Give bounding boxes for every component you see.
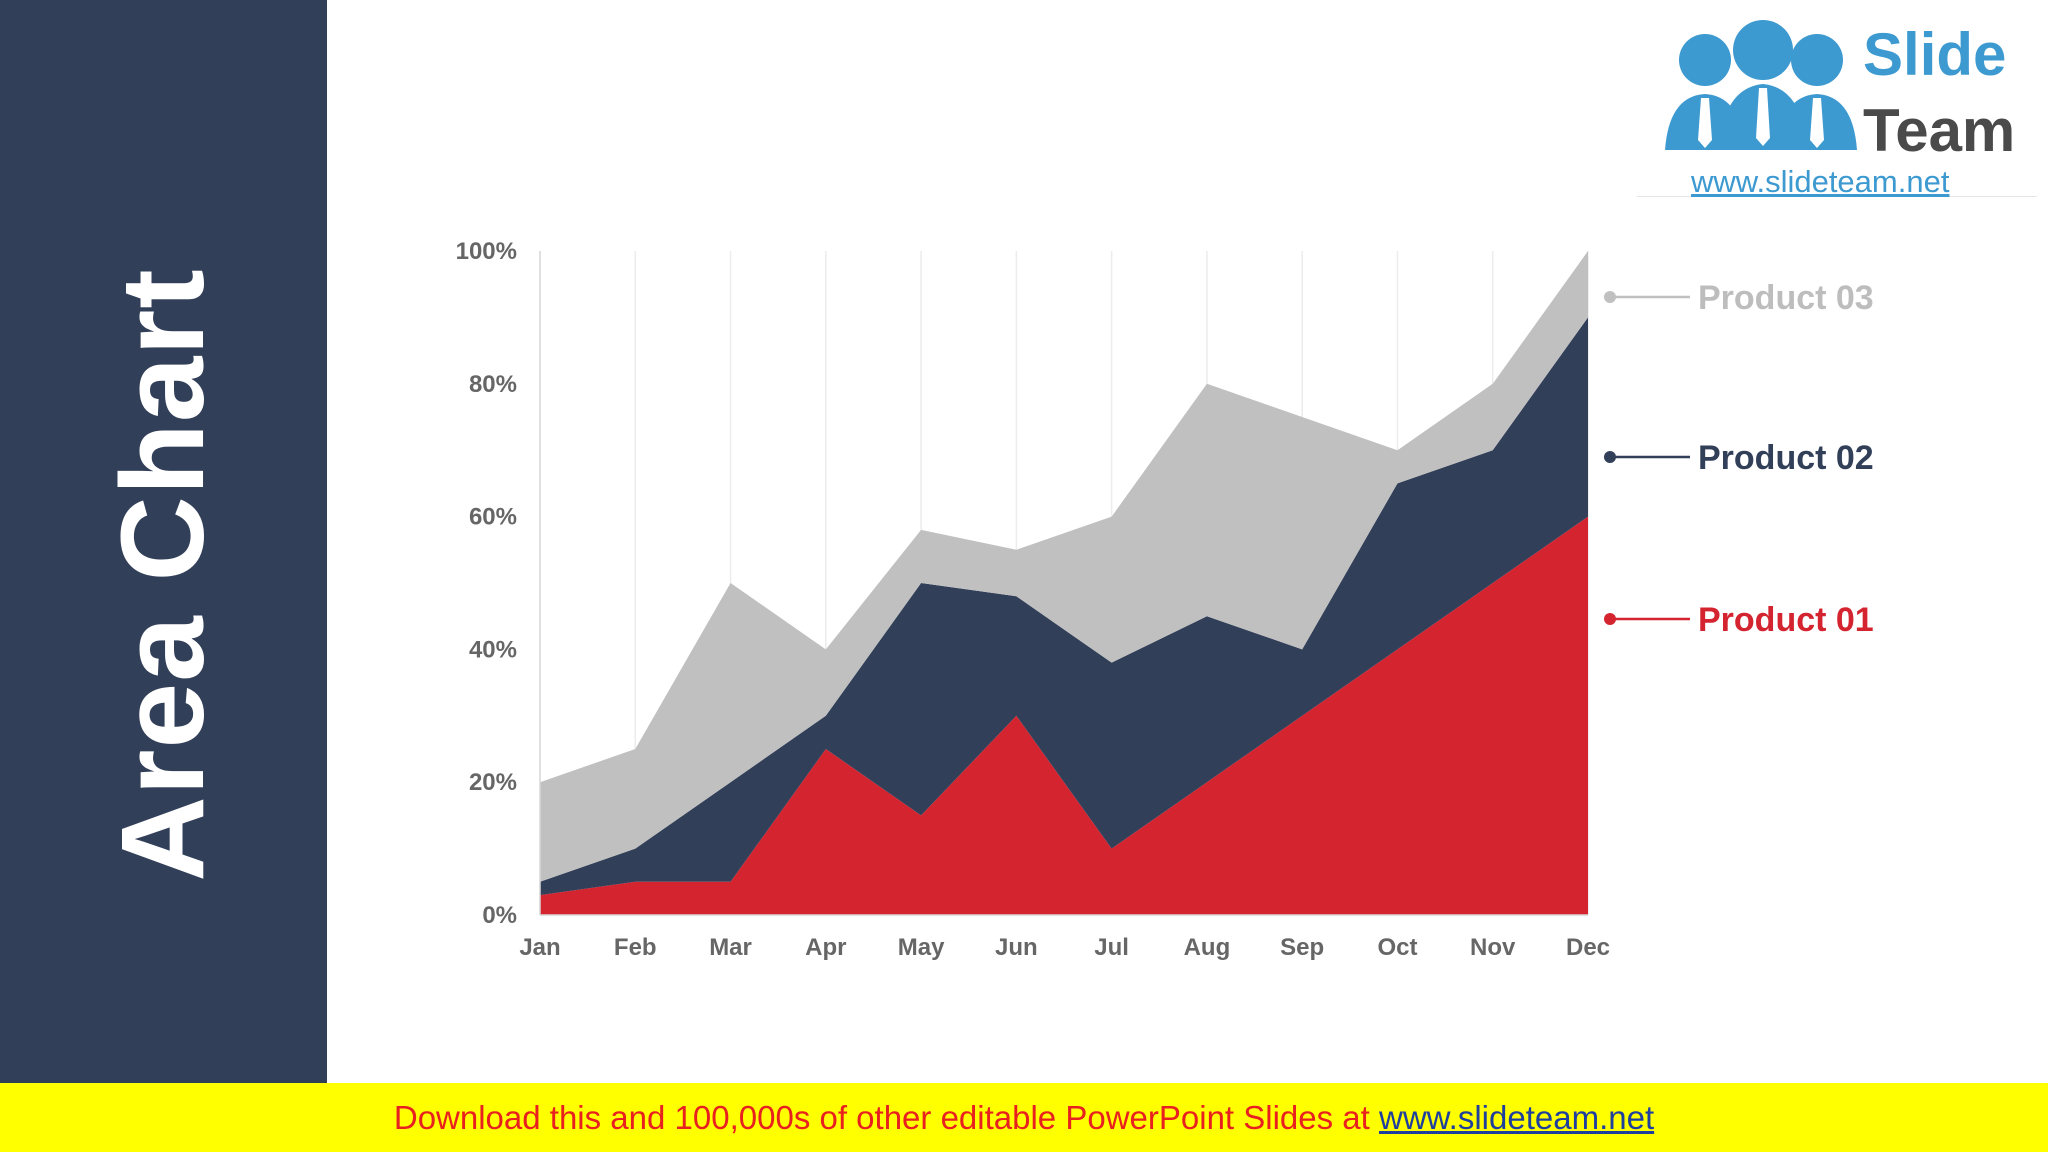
x-tick-label: Jul xyxy=(1094,934,1129,961)
x-tick-label: Feb xyxy=(614,934,657,961)
x-tick-label: Oct xyxy=(1377,934,1417,961)
footer-text: Download this and 100,000s of other edit… xyxy=(393,1099,1370,1136)
area-series-1 xyxy=(540,516,1588,915)
x-tick-label: Jan xyxy=(519,934,560,961)
y-tick-label: 0% xyxy=(482,902,517,929)
x-tick-label: May xyxy=(898,934,945,961)
y-tick-label: 100% xyxy=(456,238,517,265)
y-tick-label: 20% xyxy=(469,769,517,796)
legend-label: Product 03 xyxy=(1698,279,1874,317)
chart-legend: Product 01 Product 02 Product 03 xyxy=(1604,279,1874,639)
chart-axes: 0% 20% 40% 60% 80% 100% Jan Feb Mar Apr May Jun Jul A… xyxy=(456,238,1610,961)
area-chart: 0% 20% 40% 60% 80% 100% Jan Feb Mar Apr May Jun Jul A… xyxy=(456,238,1874,961)
x-tick-label: Sep xyxy=(1280,934,1324,961)
x-tick-label: Dec xyxy=(1566,934,1610,961)
y-tick-label: 40% xyxy=(469,636,517,663)
logo-url-link[interactable]: www.slideteam.net xyxy=(1691,164,1950,199)
legend-label: Product 01 xyxy=(1698,601,1874,639)
area-series-2 xyxy=(540,317,1588,896)
logo-text-slide: Slide xyxy=(1863,21,2007,88)
chart-areas xyxy=(540,251,1588,915)
download-banner: Download this and 100,000s of other edit… xyxy=(0,1083,2048,1152)
y-tick-label: 80% xyxy=(469,371,517,398)
x-tick-label: Jun xyxy=(995,934,1038,961)
area-series-3 xyxy=(540,251,1588,882)
slideteam-logo[interactable]: Slide Team www.slideteam.net xyxy=(1637,0,2037,199)
y-tick-label: 60% xyxy=(469,504,517,531)
logo-text-team: Team xyxy=(1863,97,2016,164)
x-tick-label: Aug xyxy=(1184,934,1231,961)
sidebar-panel: Area Chart xyxy=(0,0,327,1083)
x-tick-label: Mar xyxy=(709,934,752,961)
legend-label: Product 02 xyxy=(1698,439,1874,477)
footer-link[interactable]: www.slideteam.net xyxy=(1379,1099,1655,1136)
people-logo-icon xyxy=(1665,20,1857,150)
x-tick-label: Nov xyxy=(1470,934,1516,961)
x-tick-label: Apr xyxy=(805,934,846,961)
